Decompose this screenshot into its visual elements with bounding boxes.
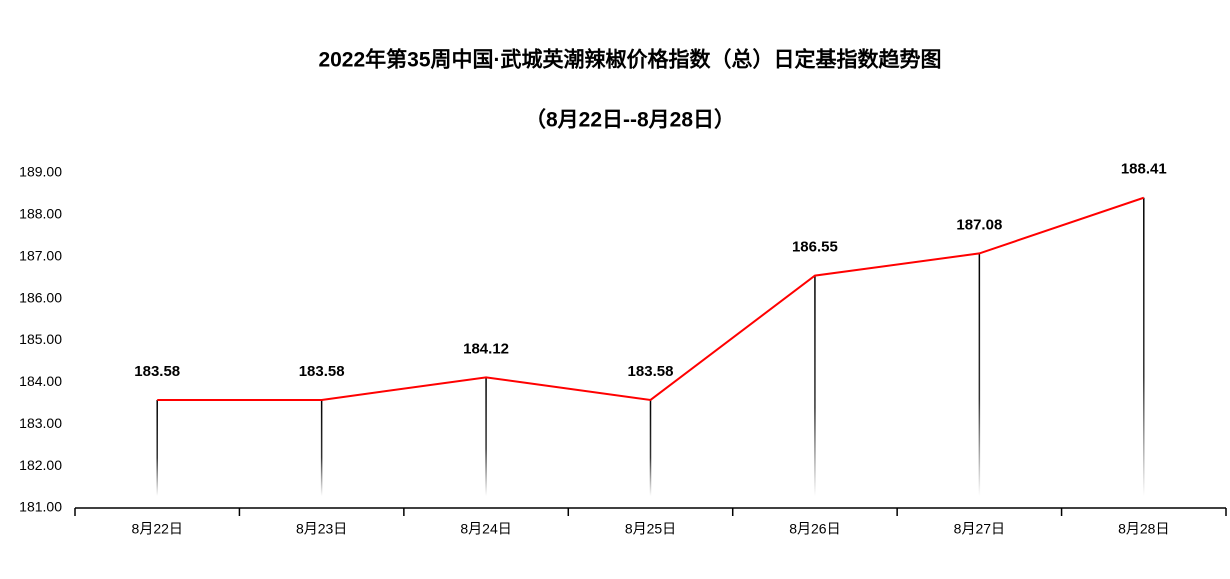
drop-line bbox=[485, 377, 487, 496]
y-tick-label: 182.00 bbox=[19, 457, 62, 473]
y-tick-label: 181.00 bbox=[19, 499, 62, 515]
y-tick-label: 189.00 bbox=[19, 164, 62, 180]
data-label: 183.58 bbox=[299, 363, 345, 380]
drop-line bbox=[156, 399, 158, 496]
line bbox=[157, 196, 1145, 402]
y-tick-label: 184.00 bbox=[19, 373, 62, 389]
x-tick-label: 8月24日 bbox=[460, 521, 511, 537]
y-tick-label: 187.00 bbox=[19, 247, 62, 263]
x-tick-label: 8月26日 bbox=[789, 521, 840, 537]
x-tick-label: 8月22日 bbox=[132, 521, 183, 537]
data-label: 188.41 bbox=[1121, 161, 1167, 178]
drop-line bbox=[649, 399, 652, 496]
drop-line bbox=[320, 399, 323, 496]
drop-line bbox=[814, 275, 816, 496]
y-tick-label: 183.00 bbox=[19, 415, 62, 431]
drop-line bbox=[978, 253, 981, 496]
chart-subtitle: （8月22日--8月28日） bbox=[525, 108, 735, 132]
y-tick-label: 185.00 bbox=[19, 331, 62, 347]
x-tick-label: 8月28日 bbox=[1118, 521, 1169, 537]
data-label: 183.58 bbox=[628, 363, 674, 380]
data-label: 183.58 bbox=[134, 363, 180, 380]
data-label: 186.55 bbox=[792, 239, 838, 256]
chart-title: 2022年第35周中国·武城英潮辣椒价格指数（总）日定基指数趋势图 bbox=[318, 48, 941, 72]
x-tick-label: 8月23日 bbox=[296, 521, 347, 537]
x-tick-label: 8月25日 bbox=[625, 521, 676, 537]
drop-line bbox=[1143, 197, 1145, 497]
y-tick-label: 188.00 bbox=[19, 206, 62, 222]
data-label: 184.12 bbox=[463, 340, 509, 357]
y-tick-label: 186.00 bbox=[19, 289, 62, 305]
x-tick-label: 8月27日 bbox=[954, 521, 1005, 537]
data-label: 187.08 bbox=[956, 216, 1002, 233]
